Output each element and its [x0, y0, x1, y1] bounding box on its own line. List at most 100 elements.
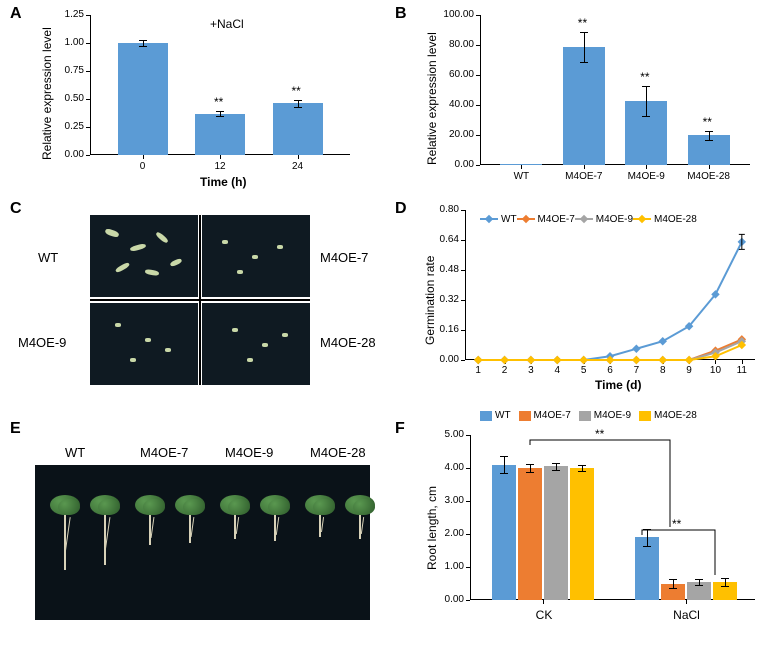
e-col-label: M4OE-7 — [140, 445, 188, 460]
e-col-label: M4OE-28 — [310, 445, 366, 460]
panel-d-legend: WT M4OE-7 M4OE-9M4OE-28 — [480, 212, 697, 226]
ytick-label: 0.00 — [425, 354, 459, 365]
panel-a-chart: 0.000.250.500.751.001.25 **** 01224 — [90, 15, 350, 155]
sig-brackets — [470, 435, 755, 600]
series-line — [478, 242, 742, 360]
group-label: CK — [492, 608, 596, 622]
legend-item: M4OE-7 — [519, 410, 571, 421]
panel-d-xlabel: Time (d) — [595, 378, 641, 392]
panel-b-label: B — [395, 5, 407, 23]
ytick-label: 100.00 — [432, 9, 474, 20]
panel-c-label: C — [10, 200, 22, 218]
plant — [50, 495, 80, 595]
panel-d: D 0.000.160.320.480.640.80 1234567891011… — [395, 200, 765, 400]
panel-f-legend: WT M4OE-7 M4OE-9 M4OE-28 — [480, 410, 705, 424]
legend-label: M4OE-9 — [594, 410, 631, 421]
panel-c: C W — [10, 200, 380, 400]
legend-swatch — [579, 411, 591, 421]
xtick-label: WT — [492, 171, 550, 182]
panel-d-chart: 0.000.160.320.480.640.80 1234567891011 — [465, 210, 755, 360]
xtick-label: 8 — [655, 365, 671, 376]
photo-wt — [90, 215, 198, 297]
sig-inner: ** — [672, 517, 681, 531]
legend-label: M4OE-9 — [596, 214, 633, 225]
panel-e-photo — [35, 465, 370, 620]
xtick-label: 4 — [549, 365, 565, 376]
xtick-label: 7 — [628, 365, 644, 376]
legend-label: M4OE-7 — [534, 410, 571, 421]
panel-a-xlabel: Time (h) — [200, 175, 246, 189]
panel-d-ylabel: Germination rate — [423, 256, 437, 345]
legend-label: WT — [501, 214, 517, 225]
legend-item: M4OE-28 — [633, 214, 697, 225]
panel-b-chart: 0.0020.0040.0060.0080.00100.00 ****** WT… — [480, 15, 750, 165]
panel-f-label: F — [395, 420, 405, 438]
panel-e-label: E — [10, 420, 21, 438]
ytick-label: 1.25 — [48, 9, 84, 20]
xtick-label: M4OE-7 — [555, 171, 613, 182]
group-label: NaCl — [635, 608, 739, 622]
ytick-label: 0.00 — [428, 594, 464, 605]
ytick — [461, 360, 465, 361]
legend-item: M4OE-9 — [575, 214, 633, 225]
xtick-label: 9 — [681, 365, 697, 376]
plant — [220, 495, 250, 595]
sig-mark: ** — [292, 84, 301, 98]
legend-item: WT — [480, 214, 517, 225]
panel-f-chart: 0.001.002.003.004.005.00 CKNaCl ** ** — [470, 435, 755, 600]
c-label-28: M4OE-28 — [320, 335, 376, 350]
panel-f-ylabel: Root length, cm — [425, 486, 439, 570]
c-label-wt: WT — [38, 250, 58, 265]
legend-swatch — [519, 411, 531, 421]
plant — [175, 495, 205, 595]
xtick-label: 1 — [470, 365, 486, 376]
e-col-label: WT — [65, 445, 85, 460]
c-label-9: M4OE-9 — [18, 335, 66, 350]
bar — [195, 114, 245, 155]
sig-outer: ** — [595, 427, 604, 441]
legend-label: M4OE-28 — [654, 410, 697, 421]
plant — [260, 495, 290, 595]
sig-mark: ** — [214, 95, 223, 109]
legend-item: M4OE-28 — [639, 410, 697, 421]
photo-m4oe9 — [90, 303, 198, 385]
ytick-label: 0.80 — [425, 204, 459, 215]
legend-label: M4OE-7 — [538, 214, 575, 225]
panel-a: A +NaCl 0.000.250.500.751.001.25 **** 01… — [10, 5, 380, 190]
ytick — [476, 165, 480, 166]
panel-a-label: A — [10, 5, 22, 23]
ytick-label: 0.64 — [425, 234, 459, 245]
legend-label: WT — [495, 410, 511, 421]
xtick-label: 11 — [734, 365, 750, 376]
plant — [305, 495, 335, 595]
plant — [345, 495, 375, 595]
panel-d-lines — [465, 210, 755, 360]
divider-h — [90, 299, 310, 301]
sig-mark: ** — [640, 70, 649, 84]
ytick-label: 5.00 — [428, 429, 464, 440]
xtick-label: 12 — [195, 161, 245, 172]
c-label-7: M4OE-7 — [320, 250, 368, 265]
plant — [90, 495, 120, 595]
legend-item: WT — [480, 410, 511, 421]
sig-mark: ** — [703, 115, 712, 129]
xtick-label: 3 — [523, 365, 539, 376]
ytick-label: 4.00 — [428, 462, 464, 473]
xtick-label: 24 — [273, 161, 323, 172]
legend-item: M4OE-7 — [517, 214, 575, 225]
panel-b: B 0.0020.0040.0060.0080.00100.00 ****** … — [395, 5, 765, 190]
photo-m4oe28 — [202, 303, 310, 385]
bar — [563, 47, 605, 166]
sig-mark: ** — [578, 16, 587, 30]
xtick-label: M4OE-28 — [680, 171, 738, 182]
ytick — [86, 155, 90, 156]
bar — [118, 43, 168, 155]
xtick-label: 10 — [707, 365, 723, 376]
plant — [135, 495, 165, 595]
xtick-label: 2 — [497, 365, 513, 376]
legend-swatch — [639, 411, 651, 421]
panel-c-grid — [70, 215, 330, 390]
legend-item: M4OE-9 — [579, 410, 631, 421]
panel-e: E WTM4OE-7M4OE-9M4OE-28 — [10, 420, 380, 630]
panel-d-label: D — [395, 200, 407, 218]
